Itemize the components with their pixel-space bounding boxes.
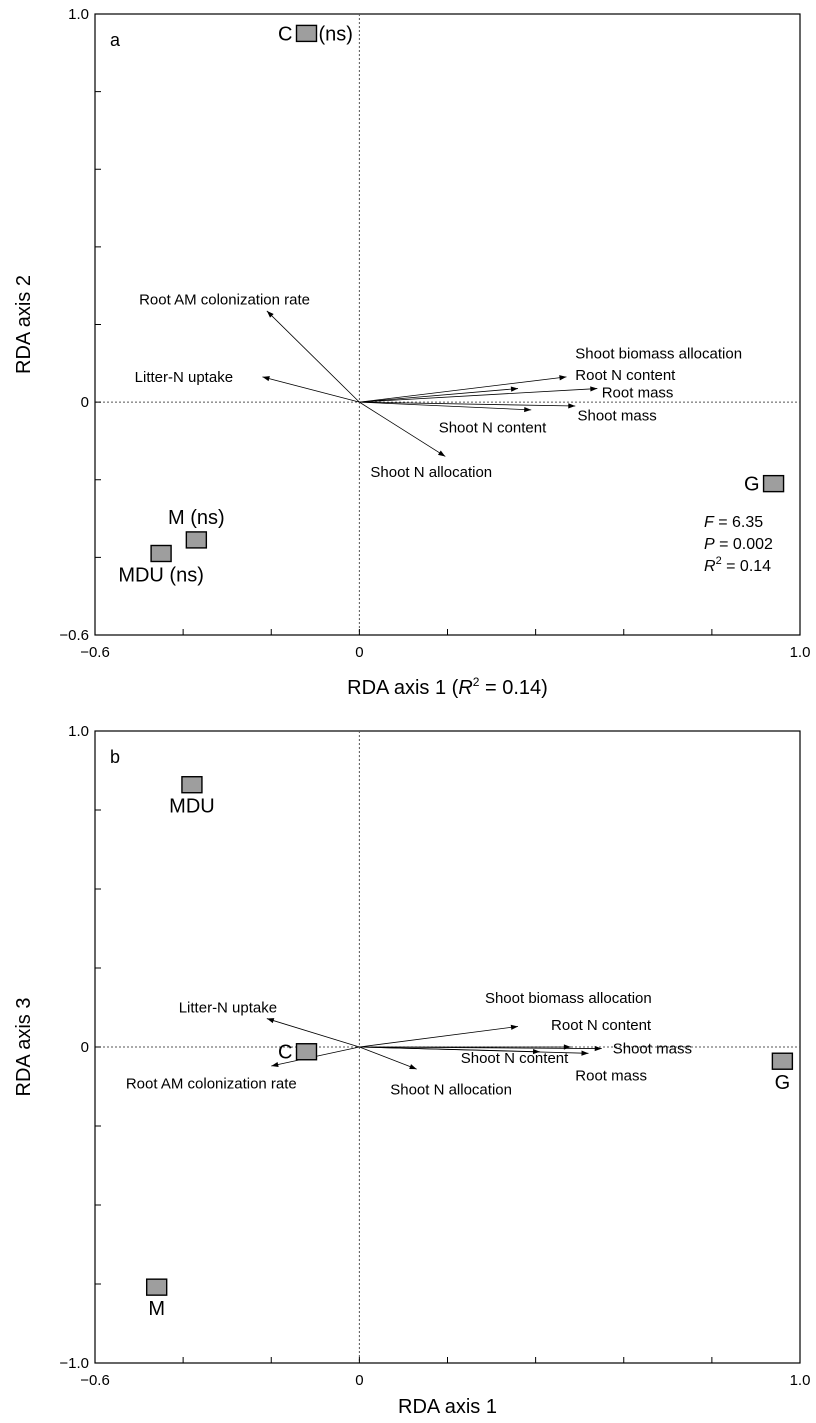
stat-f: F = 6.35	[704, 514, 763, 531]
arrowhead-shoot-n-allocation	[437, 450, 446, 457]
vector-shoot-mass	[359, 1046, 602, 1049]
vector-root-mass	[359, 388, 598, 403]
vector-shoot-biomass-allocation	[359, 1026, 519, 1048]
site-marker-g	[762, 474, 785, 493]
arrowhead-shoot-n-allocation	[409, 1064, 417, 1070]
vector-label-shoot-n-allocation: Shoot N allocation	[390, 1082, 512, 1099]
arrowhead-shoot-biomass-allocation	[510, 1024, 518, 1030]
arrowhead-root-am-colonization-rate	[266, 310, 274, 318]
arrowhead-root-mass	[581, 1050, 589, 1056]
vector-shoot-n-allocation	[359, 1046, 417, 1070]
arrowhead-litter-n-uptake	[266, 1018, 275, 1024]
x-axis-label: RDA axis 1	[398, 1396, 497, 1418]
arrowhead-root-am-colonization-rate	[271, 1061, 279, 1068]
y-tick-label: 0	[81, 394, 89, 411]
site-label-c: C	[278, 1042, 292, 1064]
vector-label-shoot-biomass-allocation: Shoot biomass allocation	[485, 990, 652, 1007]
stat-r: R2 = 0.14	[704, 555, 771, 575]
y-tick-label: 1.0	[68, 723, 89, 740]
vector-shoot-mass	[359, 401, 576, 407]
x-tick-label: 1.0	[790, 644, 811, 661]
arrowhead-root-n-content	[563, 1044, 571, 1050]
x-tick-label: 0	[355, 1372, 363, 1389]
stat-p: P = 0.002	[704, 536, 773, 553]
panel-a: −0.6 0 1.0 −0.6 0 1.0 a RDA axis 1 (R2 = 0.14) R…	[13, 6, 810, 699]
vector-label-shoot-mass: Shoot mass	[613, 1041, 692, 1058]
x-tick-label: 0	[355, 644, 363, 661]
vector-label-litter-n-uptake: Litter-N uptake	[179, 1000, 277, 1017]
panel-b: −0.6 0 1.0 −1.0 0 1.0 b RDA axis 1 RDA axis 3 Lit…	[13, 723, 810, 1418]
site-label-g: G	[744, 474, 760, 496]
y-axis-label: RDA axis 2	[13, 275, 35, 374]
vector-root-am-colonization-rate	[266, 310, 360, 403]
x-tick-label: −0.6	[80, 644, 110, 661]
y-tick-label: −1.0	[59, 1355, 89, 1372]
y-tick-label: −0.6	[59, 627, 89, 644]
site-marker-c	[295, 24, 318, 43]
vector-shoot-n-content	[359, 401, 532, 411]
arrowhead-litter-n-uptake	[262, 376, 270, 382]
site-suffix-c: (ns)	[319, 23, 353, 45]
vector-label-shoot-n-content: Shoot N content	[439, 419, 547, 436]
y-tick-label: 0	[81, 1039, 89, 1056]
site-marker-mdu-ns	[150, 544, 172, 563]
vector-root-mass	[359, 1046, 589, 1054]
site-marker-g	[771, 1052, 794, 1070]
site-marker-c	[295, 1043, 318, 1061]
arrowhead-shoot-biomass-allocation	[510, 386, 518, 392]
vector-label-root-am-colonization-rate: Root AM colonization rate	[126, 1075, 297, 1092]
site-label-m: M	[148, 1298, 165, 1320]
arrowhead-shoot-mass	[594, 1045, 602, 1052]
site-marker-m	[145, 1278, 168, 1296]
site-marker-m-ns	[185, 531, 208, 549]
vector-label-root-n-content: Root N content	[575, 367, 676, 384]
vector-root-n-content	[359, 376, 567, 403]
arrowhead-root-n-content	[559, 375, 567, 381]
y-tick-label: 1.0	[68, 6, 89, 23]
vector-label-shoot-mass: Shoot mass	[577, 408, 656, 425]
site-label-mdu: MDU	[169, 796, 215, 818]
vector-litter-n-uptake	[266, 1018, 360, 1048]
site-label-m-ns: M (ns)	[168, 507, 225, 529]
panel-label: b	[110, 747, 120, 767]
arrowhead-root-mass	[590, 386, 598, 392]
site-label-c: C	[278, 23, 292, 45]
x-axis-label: RDA axis 1 (R2 = 0.14)	[347, 675, 548, 699]
vector-label-shoot-biomass-allocation: Shoot biomass allocation	[575, 346, 742, 363]
vector-label-root-n-content: Root N content	[551, 1017, 652, 1034]
vector-label-root-am-colonization-rate: Root AM colonization rate	[139, 291, 310, 308]
vector-label-root-mass: Root mass	[575, 1067, 647, 1084]
arrowhead-shoot-n-content	[524, 406, 532, 413]
vector-label-shoot-n-content: Shoot N content	[461, 1050, 569, 1067]
x-tick-label: −0.6	[80, 1372, 110, 1389]
site-label-mdu-ns: MDU (ns)	[118, 564, 204, 586]
y-axis-label: RDA axis 3	[13, 998, 35, 1097]
vector-label-shoot-n-allocation: Shoot N allocation	[370, 464, 492, 481]
arrowhead-shoot-mass	[568, 403, 576, 409]
vector-label-litter-n-uptake: Litter-N uptake	[135, 369, 233, 386]
vector-shoot-biomass-allocation	[359, 388, 519, 403]
site-marker-mdu	[181, 776, 203, 794]
vector-label-root-mass: Root mass	[602, 384, 674, 401]
vector-shoot-n-allocation	[359, 401, 446, 457]
x-tick-label: 1.0	[790, 1372, 811, 1389]
panel-label: a	[110, 30, 121, 50]
vector-litter-n-uptake	[262, 376, 360, 403]
site-label-g: G	[775, 1072, 791, 1094]
